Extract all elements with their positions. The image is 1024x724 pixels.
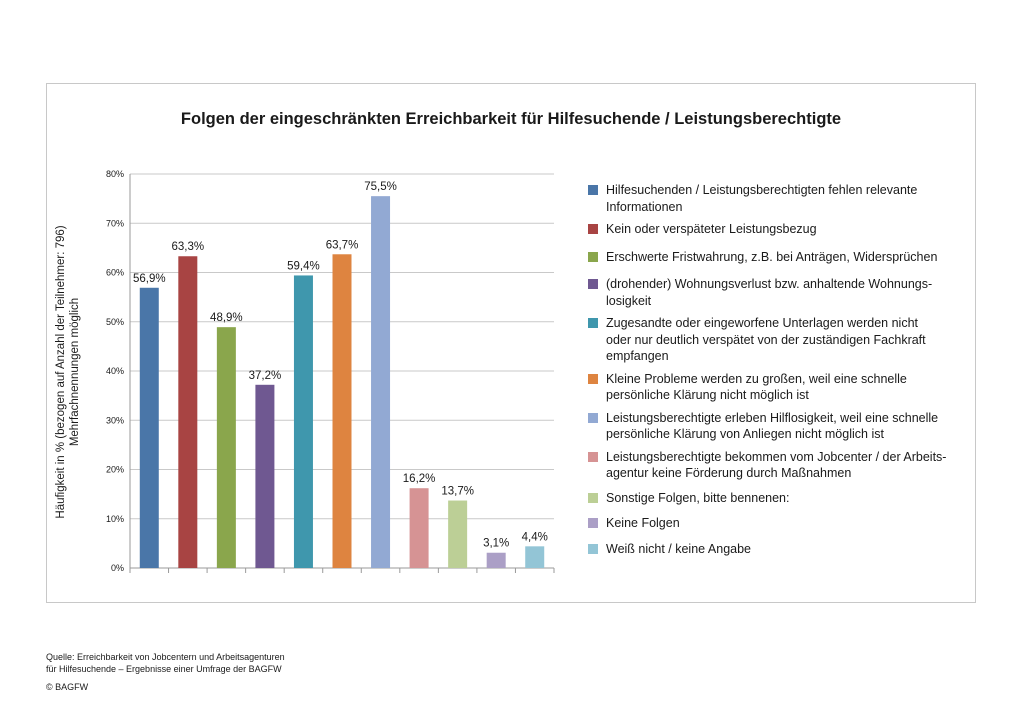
bar xyxy=(216,327,236,568)
legend-label: Kleine Probleme werden zu großen, weil e… xyxy=(606,371,907,386)
legend-item: Leistungsberechtigte bekommen vom Jobcen… xyxy=(588,449,968,482)
data-label: 75,5% xyxy=(364,181,397,193)
chart-title: Folgen der eingeschränkten Erreichbarkei… xyxy=(180,110,842,128)
legend-item: Leistungsberechtigte erleben Hilflosigke… xyxy=(588,410,968,443)
legend-swatch xyxy=(588,279,598,289)
bar xyxy=(178,256,198,568)
legend-item: Zugesandte oder eingeworfene Unterlagen … xyxy=(588,315,968,365)
legend-swatch xyxy=(588,251,598,262)
legend-label: Keine Folgen xyxy=(606,516,680,530)
bar xyxy=(448,500,468,568)
legend-swatch xyxy=(588,412,598,423)
chart-legend: Hilfesuchenden / Leistungsberechtigten f… xyxy=(588,182,968,566)
legend-label: oder nur deutlich verspätet von der zust… xyxy=(606,332,926,347)
y-tick-label: 50% xyxy=(106,317,124,327)
legend-swatch xyxy=(588,492,598,503)
data-label: 37,2% xyxy=(249,370,282,382)
legend-label: (drohender) Wohnungsverlust bzw. anhalte… xyxy=(606,277,933,291)
source-note: Quelle: Erreichbarkeit von Jobcentern un… xyxy=(46,651,285,693)
legend-item: Kein oder verspäteter Leistungsbezug xyxy=(588,221,968,238)
legend-swatch xyxy=(588,185,598,195)
legend-item: Sonstige Folgen, bitte bennenen: xyxy=(588,490,968,507)
data-label: 4,4% xyxy=(522,531,548,543)
source-line-1: Quelle: Erreichbarkeit von Jobcentern un… xyxy=(46,652,285,662)
legend-label: losigkeit xyxy=(606,293,652,308)
y-tick-label: 0% xyxy=(111,563,124,573)
legend-label: Erschwerte Fristwahrung, z.B. bei Anträg… xyxy=(606,249,938,264)
y-tick-label: 40% xyxy=(106,366,124,376)
legend-label: Informationen xyxy=(606,199,683,214)
data-label: 13,7% xyxy=(441,486,474,498)
legend-swatch xyxy=(588,543,598,554)
legend-item: Weiß nicht / keine Angabe xyxy=(588,541,968,558)
y-tick-label: 20% xyxy=(106,465,124,475)
legend-label: empfangen xyxy=(606,349,669,363)
legend-swatch xyxy=(588,318,598,328)
data-label: 59,4% xyxy=(287,260,320,272)
y-tick-label: 60% xyxy=(106,268,124,278)
legend-label: agentur keine Förderung durch Maßnahmen xyxy=(606,466,852,480)
data-label: 3,1% xyxy=(483,538,509,550)
bar xyxy=(139,287,159,568)
y-tick-label: 70% xyxy=(106,218,124,228)
y-tick-label: 30% xyxy=(106,415,124,425)
legend-label: Leistungsberechtigte erleben Hilflosigke… xyxy=(606,410,939,425)
y-tick-label: 10% xyxy=(106,514,124,524)
legend-swatch xyxy=(588,224,598,234)
bar xyxy=(525,546,545,568)
legend-label: persönliche Klärung von Anliegen nicht m… xyxy=(606,427,884,441)
bar xyxy=(486,552,506,568)
legend-label: Leistungsberechtigte bekommen vom Jobcen… xyxy=(606,449,947,464)
bar xyxy=(255,384,275,568)
legend-label: Weiß nicht / keine Angabe xyxy=(606,541,751,556)
legend-label: Zugesandte oder eingeworfene Unterlagen … xyxy=(606,316,919,330)
data-label: 63,3% xyxy=(172,241,205,253)
y-tick-label: 80% xyxy=(106,169,124,179)
legend-swatch xyxy=(588,451,598,462)
legend-swatch xyxy=(588,373,598,384)
legend-label: Kein oder verspäteter Leistungsbezug xyxy=(606,222,817,236)
legend-label: Hilfesuchenden / Leistungsberechtigten f… xyxy=(606,183,918,197)
data-label: 48,9% xyxy=(210,312,243,324)
legend-swatch xyxy=(588,518,598,528)
legend-item: Hilfesuchenden / Leistungsberechtigten f… xyxy=(588,182,968,215)
bar xyxy=(293,275,313,568)
data-label: 63,7% xyxy=(326,239,359,251)
chart-frame xyxy=(46,83,976,603)
legend-label: Sonstige Folgen, bitte bennenen: xyxy=(606,490,790,505)
legend-item: Kleine Probleme werden zu großen, weil e… xyxy=(588,371,968,404)
data-label: 56,9% xyxy=(133,273,166,285)
bar xyxy=(332,254,352,568)
data-label: 16,2% xyxy=(403,473,436,485)
source-line-2: für Hilfesuchende – Ergebnisse einer Umf… xyxy=(46,664,282,674)
bar xyxy=(409,488,429,568)
legend-item: Erschwerte Fristwahrung, z.B. bei Anträg… xyxy=(588,249,968,266)
legend-item: (drohender) Wohnungsverlust bzw. anhalte… xyxy=(588,276,968,309)
legend-label: persönliche Klärung nicht möglich ist xyxy=(606,388,809,402)
copyright: © BAGFW xyxy=(46,682,89,692)
bar xyxy=(371,196,391,568)
legend-item: Keine Folgen xyxy=(588,515,968,532)
